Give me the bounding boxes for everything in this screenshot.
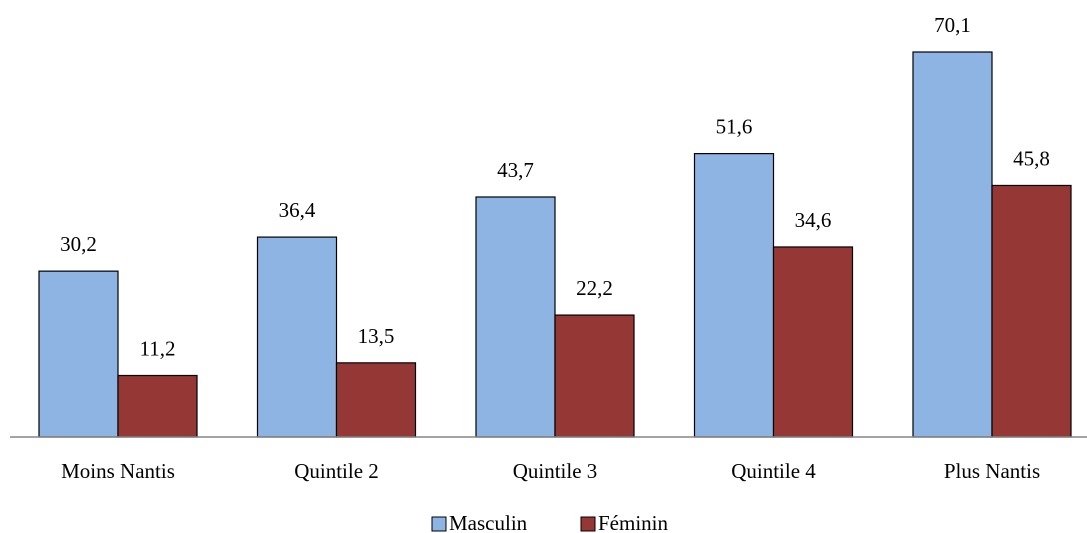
value-label-feminin-5: 45,8 — [1013, 146, 1050, 170]
value-label-feminin-4: 34,6 — [795, 208, 832, 232]
legend-swatch-masculin — [431, 516, 447, 532]
legend-label-feminin: Féminin — [598, 511, 669, 533]
bar-masculin-4 — [693, 153, 775, 438]
bars-layer — [38, 51, 1072, 438]
value-label-masculin-3: 43,7 — [497, 158, 534, 182]
bar-feminin-2 — [335, 362, 417, 438]
bar-feminin-1 — [117, 374, 198, 438]
bar-feminin-3 — [554, 314, 635, 438]
bar-masculin-3 — [475, 196, 556, 438]
bar-feminin-4 — [772, 246, 854, 438]
legend: Masculin Féminin — [431, 511, 669, 533]
value-label-feminin-2: 13,5 — [358, 324, 395, 348]
category-label-4: Quintile 4 — [731, 459, 816, 483]
category-labels-layer: Moins Nantis Quintile 2 Quintile 3 Quintile… — [61, 459, 1040, 483]
legend-swatch-feminin — [580, 516, 596, 532]
category-label-5: Plus Nantis — [944, 459, 1040, 483]
value-label-masculin-1: 30,2 — [60, 232, 97, 256]
bar-masculin-2 — [256, 236, 338, 438]
bar-masculin-5 — [912, 51, 993, 438]
value-label-masculin-4: 51,6 — [716, 115, 753, 139]
value-label-feminin-3: 22,2 — [576, 276, 613, 300]
legend-label-masculin: Masculin — [449, 511, 528, 533]
bar-masculin-1 — [38, 270, 119, 438]
category-label-1: Moins Nantis — [61, 459, 175, 483]
bar-feminin-5 — [991, 184, 1072, 438]
value-label-feminin-1: 11,2 — [140, 336, 176, 360]
category-label-2: Quintile 2 — [294, 459, 379, 483]
value-label-masculin-5: 70,1 — [934, 13, 971, 37]
value-label-masculin-2: 36,4 — [279, 198, 316, 222]
value-labels-layer: 30,2 11,2 36,4 13,5 43,7 22,2 51,6 34,6 70,1 45,8 — [60, 13, 1050, 360]
category-label-3: Quintile 3 — [513, 459, 598, 483]
